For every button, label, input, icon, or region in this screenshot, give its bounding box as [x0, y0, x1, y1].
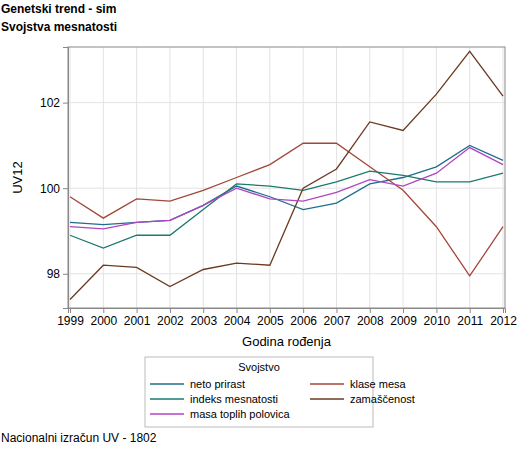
legend-label: klase mesa: [350, 378, 407, 390]
x-tick-label: 2001: [124, 314, 151, 328]
grid-line-x: [269, 47, 270, 308]
series-line: [70, 171, 503, 248]
chart: Genetski trend - sim Svojstva mesnatosti 1…: [0, 0, 529, 454]
grid-line-x: [436, 47, 437, 308]
x-tick: 2011: [457, 308, 483, 328]
y-tick-mark: [63, 188, 68, 189]
x-tick: 2003: [190, 308, 217, 328]
legend-item: masa toplih polovica: [150, 408, 291, 420]
x-axis: 1999 2000 2001 2002 2003 2004 2005 2006 2007 2008…: [57, 308, 517, 328]
footnote: Nacionalni izračun UV - 1802: [1, 431, 157, 445]
grid: [68, 47, 505, 308]
x-tick-mark: [336, 308, 337, 313]
plot-frame: [68, 47, 505, 308]
x-tick-mark: [237, 308, 238, 313]
legend-box: [145, 357, 373, 427]
x-tick: 2010: [424, 308, 451, 328]
y-tick-label: 98: [47, 267, 61, 281]
x-tick-label: 2011: [457, 314, 483, 328]
x-tick-label: 2007: [324, 314, 351, 328]
x-tick: 2001: [124, 308, 151, 328]
x-tick: 1999: [57, 308, 84, 328]
x-tick-label: 2003: [190, 314, 217, 328]
grid-line-x: [336, 47, 337, 308]
grid-line-x: [503, 47, 504, 308]
x-tick-mark: [137, 308, 138, 313]
legend: Svojstvo neto prirast klase mesa indeks mes…: [145, 357, 415, 427]
x-axis-title: Godina rođenja: [242, 334, 332, 349]
legend-label: masa toplih polovica: [190, 408, 291, 420]
x-tick-mark: [370, 308, 371, 313]
y-tick: 102: [40, 96, 68, 110]
x-tick-label: 2006: [290, 314, 317, 328]
legend-swatch: [310, 398, 344, 399]
x-tick-mark: [403, 308, 404, 313]
legend-swatch: [310, 383, 344, 384]
series-line: [70, 51, 503, 299]
x-tick: 2006: [290, 308, 317, 328]
title: Genetski trend - sim: [1, 2, 116, 16]
x-tick-mark: [303, 308, 304, 313]
legend-item: klase mesa: [310, 378, 407, 390]
legend-label: neto prirast: [190, 378, 245, 390]
x-tick-label: 1999: [57, 314, 84, 328]
y-axis-title: UV12: [10, 161, 25, 194]
grid-line-x: [469, 47, 470, 308]
x-tick-label: 2000: [90, 314, 117, 328]
x-tick-mark: [70, 308, 71, 313]
y-axis: 98 100 102: [40, 48, 69, 309]
legend-title: Svojstvo: [238, 361, 280, 373]
x-tick-mark: [103, 308, 104, 313]
grid-line-x: [69, 47, 70, 308]
x-tick-mark: [503, 308, 504, 313]
legend-label: zamaščenost: [350, 393, 415, 405]
legend-swatch: [150, 383, 184, 384]
legend-item: indeks mesnatosti: [150, 393, 278, 405]
x-tick-label: 2004: [224, 314, 251, 328]
x-tick-label: 2002: [157, 314, 184, 328]
y-tick-label: 102: [40, 96, 60, 110]
x-tick-label: 2012: [490, 314, 517, 328]
x-tick: 2009: [390, 308, 417, 328]
x-tick: 2004: [224, 308, 251, 328]
subtitle: Svojstva mesnatosti: [1, 20, 117, 34]
grid-line-x: [103, 47, 104, 308]
x-tick-label: 2008: [357, 314, 384, 328]
legend-item: neto prirast: [150, 378, 245, 390]
x-tick: 2000: [90, 308, 117, 328]
x-tick-label: 2010: [424, 314, 451, 328]
grid-line-x: [169, 47, 170, 308]
y-tick: 100: [40, 182, 68, 196]
x-axis-line: [69, 309, 506, 314]
y-tick-mark: [63, 103, 68, 104]
grid-line-x: [369, 47, 370, 308]
x-tick: 2005: [257, 308, 284, 328]
series-line: [70, 143, 503, 276]
legend-label: indeks mesnatosti: [190, 393, 278, 405]
x-tick-label: 2009: [390, 314, 417, 328]
x-tick: 2008: [357, 308, 384, 328]
x-tick: 2012: [490, 308, 517, 328]
y-tick: 98: [47, 267, 68, 281]
legend-item: zamaščenost: [310, 393, 415, 405]
series-group: [70, 51, 503, 299]
x-tick-mark: [203, 308, 204, 313]
x-tick-mark: [470, 308, 471, 313]
grid-line-x: [136, 47, 137, 308]
series-line: [70, 148, 503, 229]
grid-line-y: [68, 273, 505, 274]
x-tick-mark: [436, 308, 437, 313]
x-tick: 2007: [324, 308, 351, 328]
grid-line-x: [303, 47, 304, 308]
x-tick-label: 2005: [257, 314, 284, 328]
legend-swatch: [150, 398, 184, 399]
x-tick-mark: [170, 308, 171, 313]
grid-line-y: [68, 102, 505, 103]
x-tick: 2002: [157, 308, 184, 328]
x-tick-mark: [270, 308, 271, 313]
legend-swatch: [150, 413, 184, 414]
series-line: [70, 145, 503, 224]
y-tick-label: 100: [40, 182, 60, 196]
y-tick-mark: [63, 274, 68, 275]
